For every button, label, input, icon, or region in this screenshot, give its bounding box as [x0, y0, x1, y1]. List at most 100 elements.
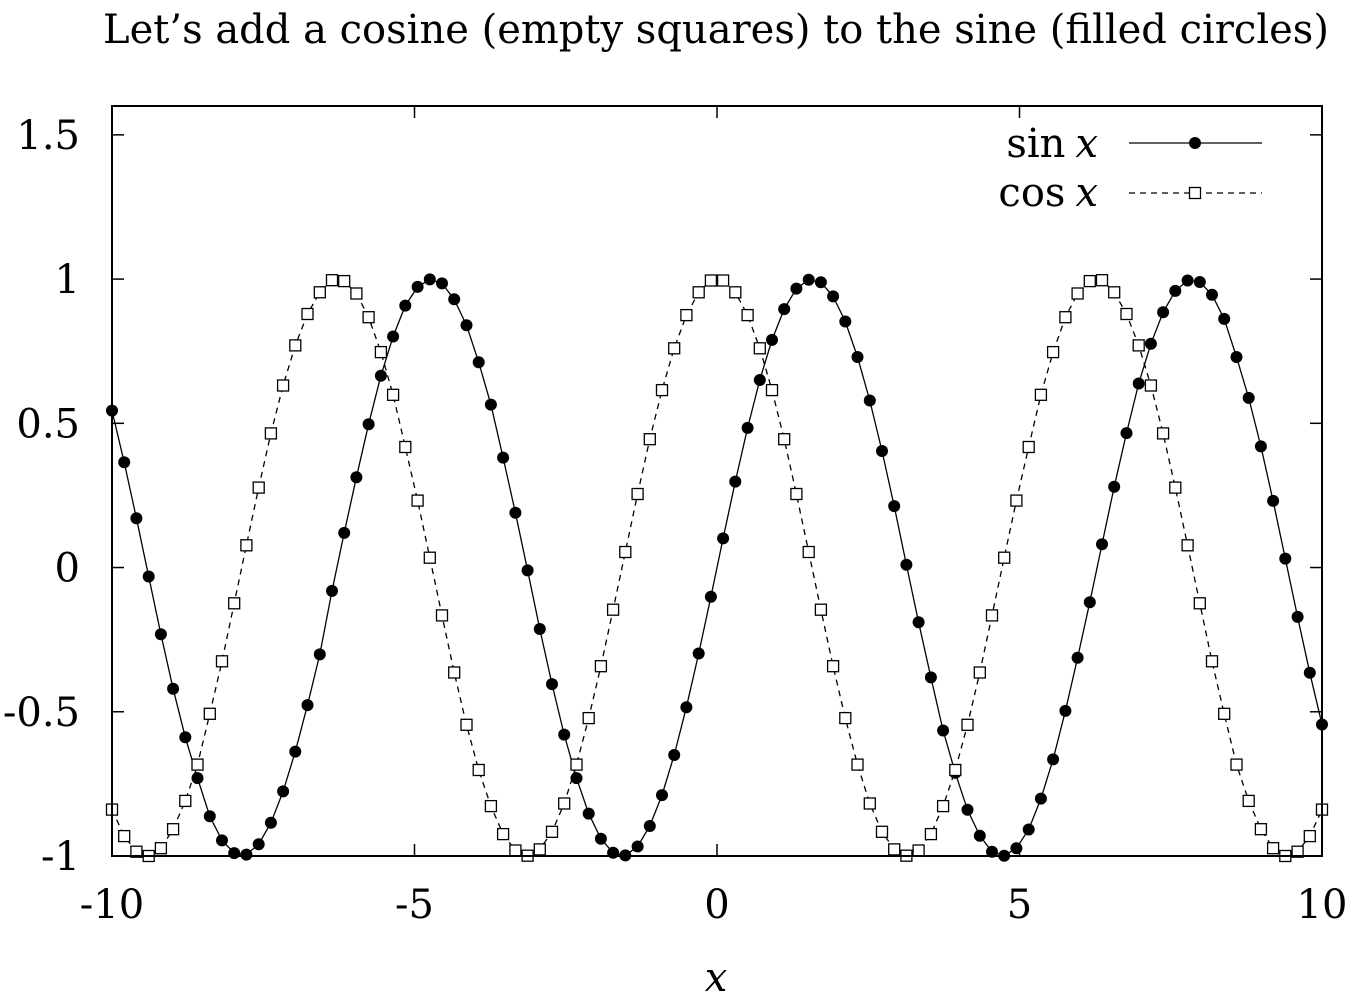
cos-point: [998, 551, 1011, 564]
cos-point: [1218, 707, 1231, 720]
cos-point: [350, 287, 363, 300]
cos-point: [191, 758, 204, 771]
sin-point: [778, 303, 791, 316]
cos-point: [985, 609, 999, 622]
x-axis-label: x: [705, 955, 728, 996]
legend-label-cos: cos x: [998, 170, 1098, 216]
cos-point: [1303, 829, 1316, 843]
sin-point: [240, 848, 253, 861]
sin-point: [1267, 494, 1280, 507]
cos-point: [668, 342, 681, 355]
y-tick-label: 1: [55, 257, 80, 303]
cos-point: [936, 799, 950, 813]
cos-point: [1120, 307, 1133, 321]
sin-point: [1242, 391, 1255, 404]
plot-series: [105, 273, 1329, 863]
sin-point: [643, 820, 656, 832]
cos-point: [790, 487, 803, 501]
sin-point: [374, 369, 387, 382]
cos-point: [338, 274, 351, 288]
sin-point: [472, 356, 485, 369]
cos-point: [1205, 655, 1219, 668]
sin-point: [973, 829, 986, 842]
sin-point: [1120, 427, 1133, 440]
cos-point: [1132, 339, 1145, 352]
cos-point: [276, 379, 290, 392]
cos-point: [1083, 274, 1096, 288]
sin-point: [851, 351, 864, 363]
sin-point: [594, 832, 607, 845]
cos-point: [704, 274, 718, 287]
sin-point: [484, 398, 497, 411]
cos-point: [252, 481, 265, 494]
x-tick-label: 10: [1297, 882, 1348, 928]
cos-point: [228, 597, 241, 610]
sin-point: [1071, 651, 1084, 664]
cos-point: [863, 797, 876, 810]
sin-point: [986, 845, 998, 858]
sin-point: [680, 701, 693, 714]
cos-point: [1230, 758, 1243, 771]
cos-point: [1108, 286, 1121, 299]
sin-point: [313, 648, 326, 661]
sin-point: [179, 731, 192, 744]
cos-point: [289, 339, 302, 352]
sin-point: [130, 512, 143, 525]
cos-point: [594, 660, 608, 673]
cos-point: [325, 274, 339, 287]
sin-point: [900, 558, 913, 571]
sin-point: [912, 616, 925, 629]
x-tick-label: 0: [704, 882, 729, 928]
sin-point: [717, 532, 730, 545]
cos-point: [949, 763, 962, 777]
sin-point: [704, 590, 717, 603]
sin-point: [558, 728, 571, 741]
sin-point: [203, 810, 216, 823]
sin-point: [814, 276, 827, 289]
cos-point: [545, 825, 559, 838]
y-tick-label: 0: [55, 546, 80, 592]
sin-point: [1193, 276, 1206, 288]
cos-point: [154, 842, 168, 855]
sin-point: [154, 628, 167, 641]
cos-point: [423, 551, 436, 564]
sin-point: [692, 647, 705, 660]
cos-point: [558, 797, 571, 810]
cos-point: [1181, 539, 1194, 552]
sin-point: [436, 277, 448, 290]
cos-point: [240, 539, 253, 552]
sin-point: [216, 834, 228, 847]
cos-point: [118, 829, 131, 843]
sin-point: [863, 394, 876, 407]
cos-point: [130, 845, 143, 858]
cos-point: [741, 308, 754, 322]
sin-point: [582, 807, 595, 820]
sin-point: [888, 500, 901, 513]
cos-point: [484, 799, 498, 813]
cos-point: [888, 843, 901, 856]
sin-point: [350, 471, 363, 484]
cos-point: [1071, 287, 1084, 300]
sin-point: [142, 570, 155, 583]
sin-point: [338, 526, 351, 539]
sin-point: [228, 847, 241, 860]
series-cos: [105, 274, 1329, 863]
sin-point: [264, 816, 277, 829]
cos-point: [301, 307, 314, 321]
sin-point: [509, 506, 522, 519]
sin-point: [1254, 440, 1267, 453]
sin-point: [1108, 480, 1121, 493]
cos-point: [680, 308, 693, 322]
sin-point: [1303, 666, 1316, 679]
cos-point: [215, 655, 229, 668]
cos-point: [570, 758, 583, 771]
sin-point: [448, 293, 461, 306]
sin-point: [301, 699, 314, 712]
cos-point: [716, 274, 730, 287]
cos-point: [435, 609, 449, 622]
sin-point: [766, 333, 778, 346]
cos-point: [448, 666, 461, 679]
cos-point: [1266, 842, 1280, 855]
sin-point: [656, 789, 668, 802]
sin-point: [1144, 337, 1157, 350]
